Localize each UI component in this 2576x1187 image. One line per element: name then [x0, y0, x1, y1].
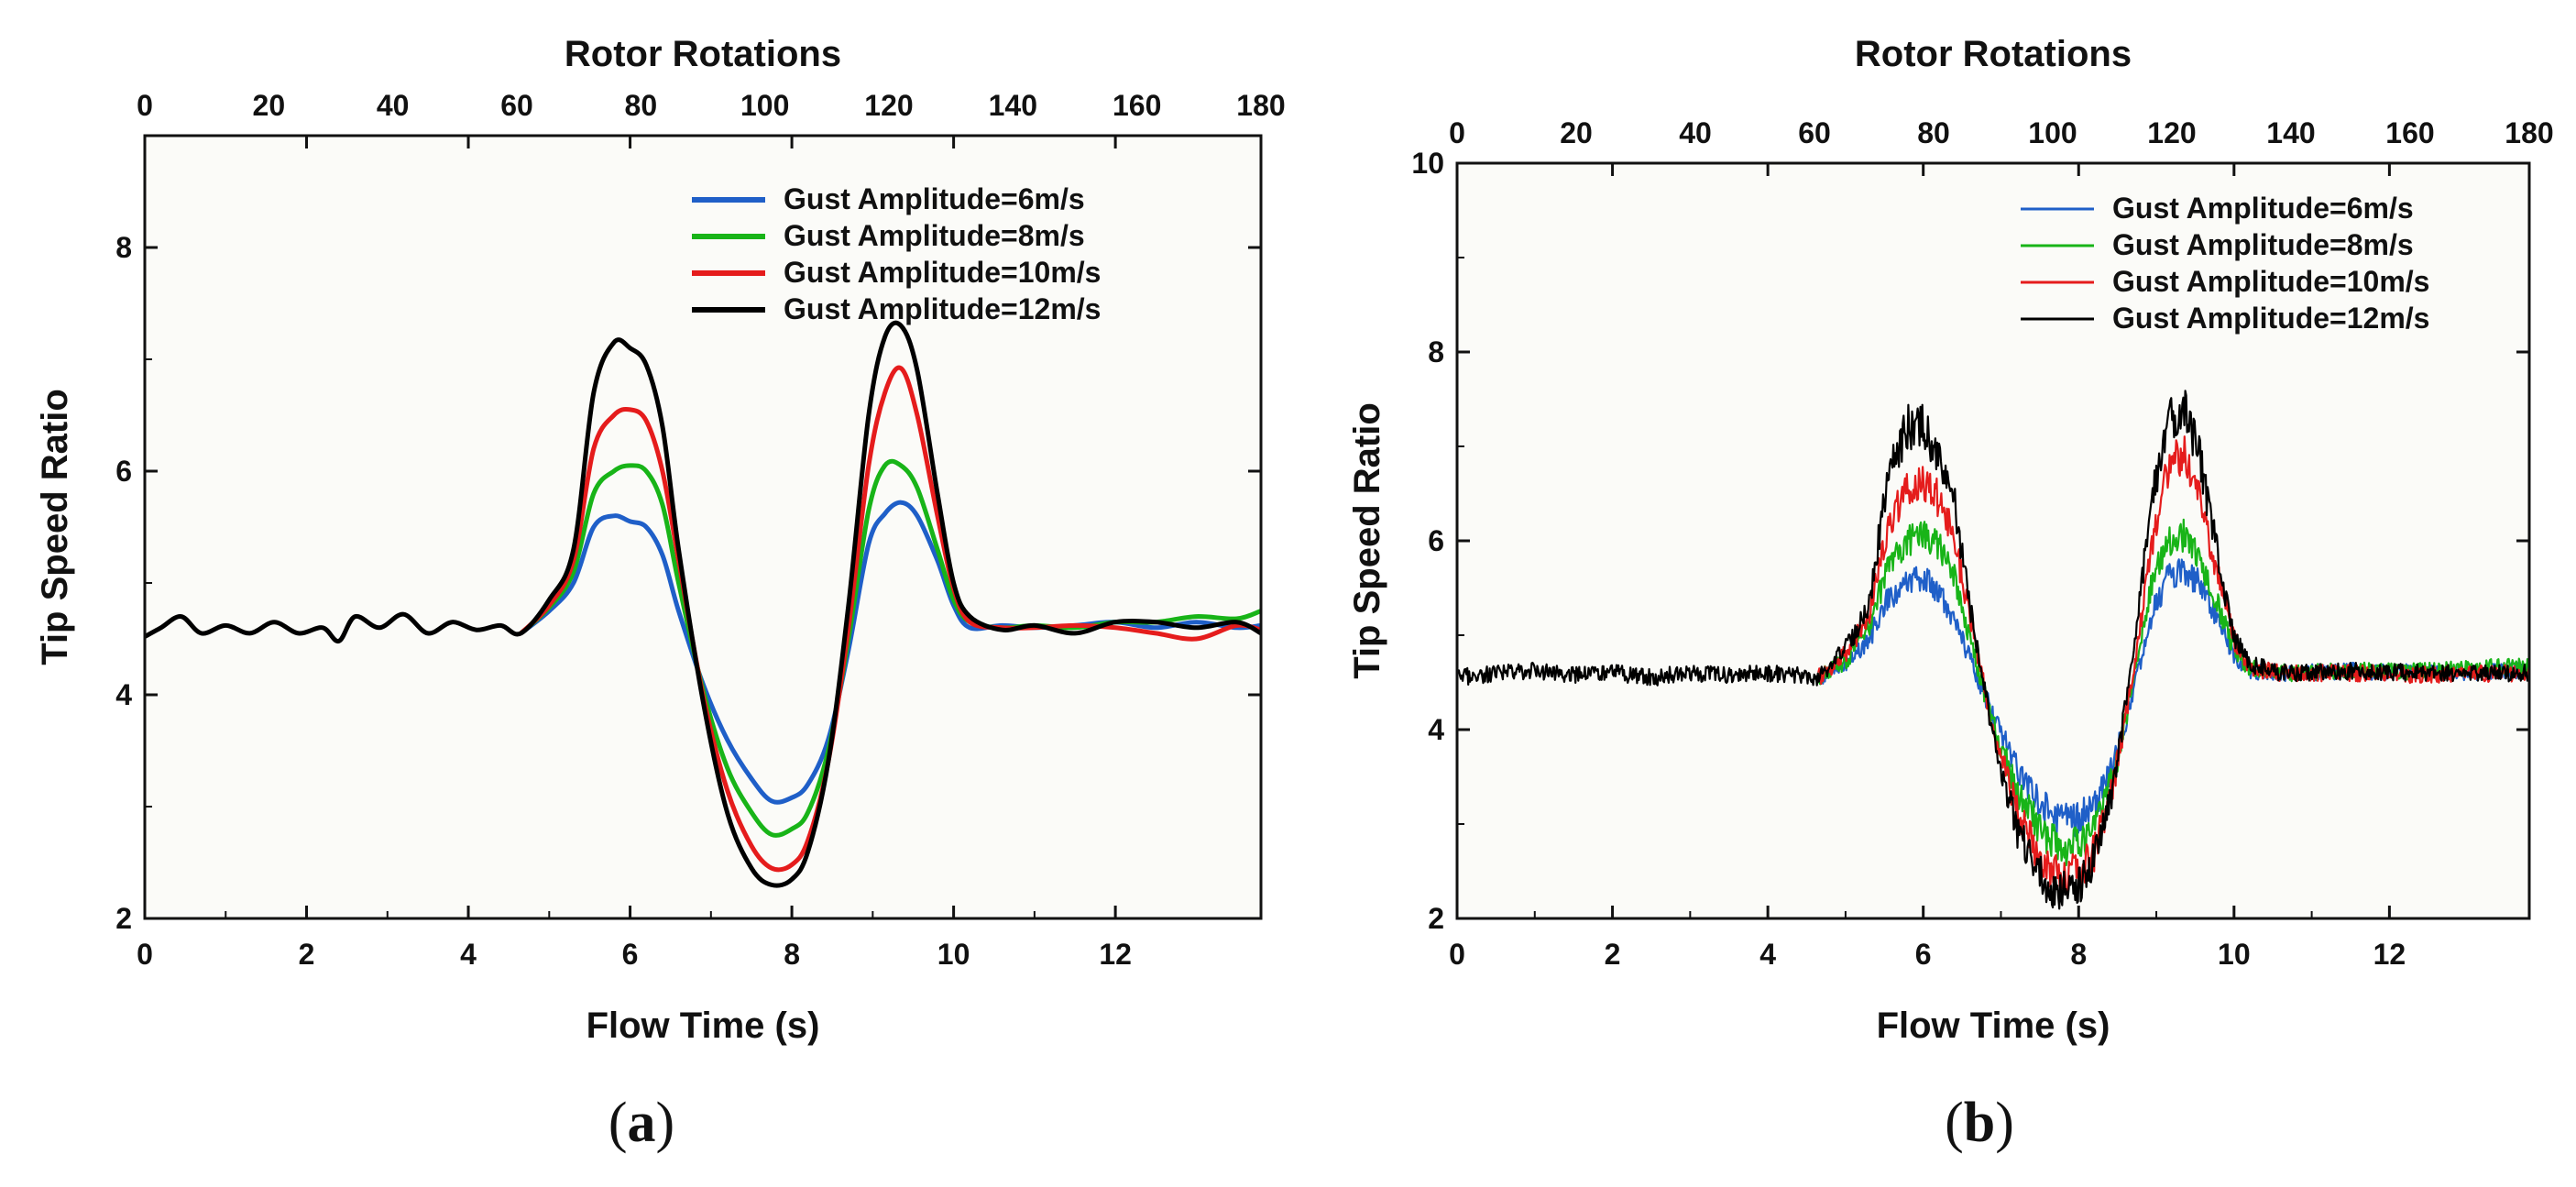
x2-tick-label: 120 [2147, 116, 2196, 149]
legend-label: Gust Amplitude=8m/s [2112, 228, 2414, 261]
panel-label-open: ( [1945, 1092, 1964, 1154]
x2-tick-label: 140 [2266, 116, 2315, 149]
x2-tick-label: 180 [1236, 89, 1285, 122]
y-tick-label: 8 [115, 231, 132, 264]
y-tick-label: 8 [1428, 335, 1444, 368]
y-axis-title: Tip Speed Ratio [1347, 402, 1387, 679]
y-tick-label: 2 [115, 902, 132, 935]
x-tick-label: 4 [460, 938, 477, 971]
x2-tick-label: 0 [137, 89, 153, 122]
x-tick-label: 12 [2373, 938, 2406, 971]
panel-label-close: ) [656, 1092, 675, 1154]
series-group [1457, 390, 2529, 910]
series-group [145, 320, 1261, 888]
x2-tick-label: 140 [989, 89, 1037, 122]
y-tick-label: 2 [1428, 902, 1444, 935]
x-tick-label: 2 [299, 938, 315, 971]
x-tick-label: 0 [137, 938, 153, 971]
x-tick-label: 2 [1605, 938, 1621, 971]
y-tick-label: 4 [115, 678, 132, 711]
y-tick-label: 4 [1428, 713, 1444, 746]
x2-tick-label: 100 [2028, 116, 2077, 149]
series-line-3 [145, 320, 1261, 888]
legend-label: Gust Amplitude=10m/s [2112, 265, 2429, 298]
y-axis-title: Tip Speed Ratio [35, 389, 75, 665]
legend-label: Gust Amplitude=10m/s [784, 256, 1101, 289]
series-line-2 [1817, 435, 2529, 896]
series-line-1 [1817, 518, 2529, 867]
x-tick-label: 6 [1915, 938, 1932, 971]
y-tick-label: 6 [115, 455, 132, 488]
x-tick-label: 12 [1099, 938, 1132, 971]
chart-panel-a: 0 2 4 6 8 10 120 20 40 60 80 100 120 140 160 1802468Flo… [35, 34, 1286, 1154]
legend-label: Gust Amplitude=12m/s [2112, 302, 2429, 335]
x-tick-label: 4 [1759, 938, 1776, 971]
plot-area [145, 136, 1261, 918]
plot-frame [143, 134, 1263, 920]
x-tick-label: 10 [937, 938, 970, 971]
panel-label-letter: a [628, 1092, 656, 1154]
x2-tick-label: 160 [2385, 116, 2434, 149]
plot-area [1457, 163, 2529, 918]
x2-tick-label: 60 [500, 89, 533, 122]
x-tick-label: 10 [2218, 938, 2251, 971]
x-tick-label: 8 [784, 938, 800, 971]
x-tick-label: 8 [2070, 938, 2087, 971]
series-line-3 [1457, 390, 2529, 910]
y-tick-label: 6 [1428, 524, 1444, 557]
x2-tick-label: 20 [253, 89, 286, 122]
x2-axis-title: Rotor Rotations [1855, 34, 2132, 74]
y-tick-label: 10 [1411, 147, 1444, 180]
legend-label: Gust Amplitude=6m/s [2112, 192, 2414, 225]
x-axis-title: Flow Time (s) [1877, 1006, 2110, 1046]
chart-panel-b: 0 2 4 6 8 10 120 20 40 60 80 100 120 140 160 180246810F… [1347, 34, 2554, 1154]
x-tick-label: 0 [1449, 938, 1465, 971]
x2-tick-label: 80 [1917, 116, 1950, 149]
x-axis-title: Flow Time (s) [586, 1006, 820, 1046]
panel-label-close: ) [1995, 1092, 2014, 1154]
x2-tick-label: 40 [1679, 116, 1712, 149]
panel-label-letter: b [1964, 1092, 1995, 1154]
x2-tick-label: 100 [740, 89, 789, 122]
x2-tick-label: 160 [1113, 89, 1161, 122]
panel-label: (a) [608, 1092, 674, 1154]
panel-label: (b) [1945, 1092, 2014, 1154]
x2-tick-label: 120 [864, 89, 913, 122]
legend-label: Gust Amplitude=12m/s [784, 292, 1101, 325]
legend-label: Gust Amplitude=6m/s [784, 182, 1085, 215]
panel-label-open: ( [608, 1092, 628, 1154]
x2-tick-label: 40 [377, 89, 410, 122]
x2-tick-label: 80 [625, 89, 658, 122]
x-tick-label: 6 [622, 938, 639, 971]
x2-tick-label: 180 [2505, 116, 2553, 149]
x2-tick-label: 20 [1560, 116, 1593, 149]
x2-tick-label: 60 [1798, 116, 1831, 149]
x2-tick-label: 0 [1449, 116, 1465, 149]
x2-axis-title: Rotor Rotations [565, 34, 841, 74]
legend-label: Gust Amplitude=8m/s [784, 219, 1085, 252]
